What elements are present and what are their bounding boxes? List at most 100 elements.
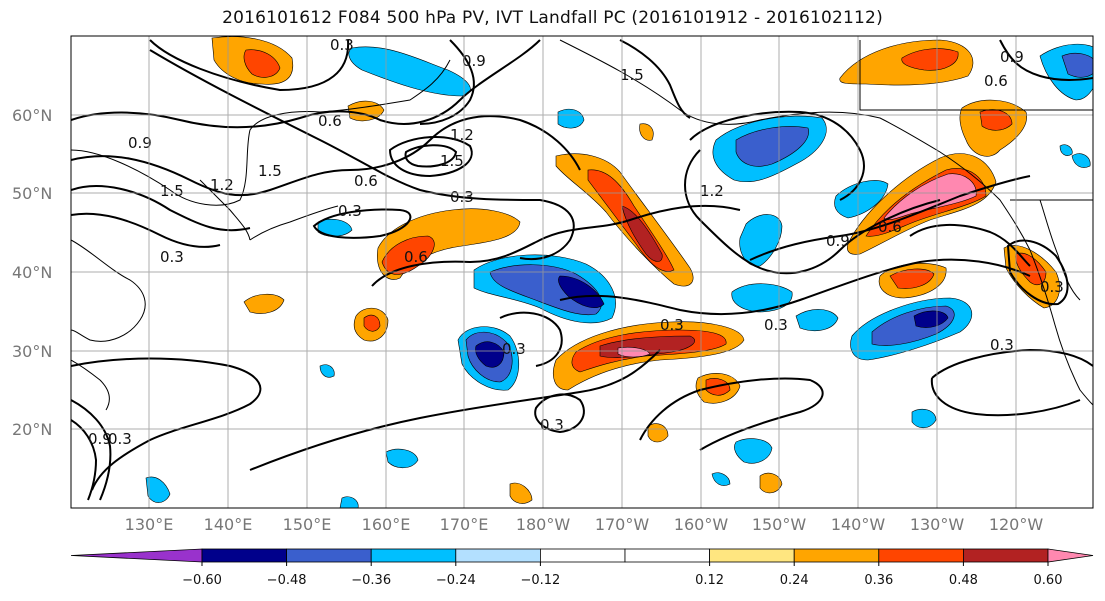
colorbar-label: 0.60 [1034,573,1063,588]
negative-anomaly-region [557,108,585,129]
colorbar-segment [70,548,203,563]
coastlines [71,39,1093,411]
contour-label: 0.6 [354,172,378,190]
contour-label: 0.3 [1040,278,1064,296]
positive-anomaly-region [381,235,435,275]
shaded-anomalies [145,36,1093,508]
contour-label: 1.5 [620,66,644,84]
map-frame [70,35,1094,509]
positive-anomaly-region [647,423,669,443]
negative-anomaly-region [911,408,937,429]
negative-anomaly-region [734,438,773,464]
negative-anomaly-region [489,264,602,316]
lon-label: 160°W [674,515,729,534]
contour-label: 0.9 [826,232,850,250]
contour-lines [71,39,1093,501]
contour-label: 0.6 [404,248,428,266]
map-title: 2016101612 F084 500 hPa PV, IVT Landfall… [222,8,883,28]
negative-anomaly-region [913,310,949,328]
lat-label: 60°N [12,106,52,125]
negative-anomaly-region [319,364,335,378]
colorbar-label: −0.60 [182,573,222,588]
contour-label: 0.3 [502,340,526,358]
colorbar-segment [624,548,710,563]
positive-anomaly-region [639,123,654,141]
negative-anomaly-region [385,448,419,469]
lon-label: 120°W [989,515,1044,534]
contour-label: 0.3 [108,430,132,448]
colorbar: −0.60 −0.48 −0.36 −0.24 −0.12 0.12 0.24 … [70,548,1094,588]
colorbar-segment [878,548,964,563]
lon-label: 140°W [831,515,886,534]
lon-label: 140°E [204,515,253,534]
colorbar-label: 0.36 [864,573,893,588]
colorbar-ticks [201,562,1049,566]
positive-anomaly-region [759,472,783,494]
positive-anomaly-region [363,314,381,332]
colorbar-label: −0.36 [351,573,391,588]
lat-label: 20°N [12,420,52,439]
negative-anomaly-region [475,341,505,368]
negative-anomaly-region [735,126,809,167]
negative-anomaly-region [145,476,171,503]
contour-label: 1.2 [450,126,474,144]
contour-label: 1.5 [440,152,464,170]
positive-anomaly-region [243,293,285,314]
lon-label: 150°W [752,515,807,534]
colorbar-label: 0.12 [695,573,724,588]
map-panel: 0.3 0.9 1.5 0.6 1.2 1.5 0.9 1.5 1.2 1.5 … [12,35,1094,534]
contour-label: 1.2 [210,176,234,194]
positive-anomaly-region [901,48,959,71]
lat-label: 40°N [12,263,52,282]
negative-anomaly-region [339,496,359,508]
contour-label: 0.6 [878,218,902,236]
lon-label: 130°E [125,515,174,534]
lat-label: 30°N [12,342,52,361]
colorbar-segment [963,548,1049,563]
colorbar-label: −0.12 [520,573,560,588]
colorbar-label: −0.24 [436,573,476,588]
contour-label: 0.3 [338,202,362,220]
lon-label: 160°E [362,515,411,534]
colorbar-segment [540,548,626,563]
contour-label: 0.9 [1000,48,1024,66]
colorbar-segment [709,548,795,563]
contour-label: 0.3 [330,36,354,54]
positive-anomaly-region [889,268,935,289]
contour-label: 0.3 [990,336,1014,354]
lat-label: 50°N [12,184,52,203]
colorbar-segment [370,548,457,563]
contour-labels: 0.3 0.9 1.5 0.6 1.2 1.5 0.9 1.5 1.2 1.5 … [88,36,1064,448]
negative-anomaly-region [558,275,605,308]
contour-label: 0.9 [462,52,486,70]
negative-anomaly-region [711,472,731,486]
latitude-labels: 60°N 50°N 40°N 30°N 20°N [12,106,52,439]
colorbar-segments [70,548,1094,563]
positive-anomaly-region [509,482,533,504]
positive-anomaly-region [883,173,977,220]
colorbar-label: 0.48 [949,573,978,588]
colorbar-segment [1047,548,1094,563]
negative-anomaly-region [1059,144,1073,156]
contour-label: 0.6 [318,112,342,130]
colorbar-labels: −0.60 −0.48 −0.36 −0.24 −0.12 0.12 0.24 … [182,573,1062,588]
lon-label: 170°W [595,515,650,534]
contour-label: 0.6 [984,72,1008,90]
negative-anomaly-region [348,46,471,97]
contour-label: 0.9 [88,430,112,448]
negative-anomaly-region [795,309,839,331]
contour-label: 0.3 [540,416,564,434]
positive-anomaly-region [617,346,651,358]
contour-label: 0.3 [160,248,184,266]
graticule [71,36,1093,508]
contour-label: 0.3 [660,316,684,334]
positive-anomaly-region [1015,252,1047,285]
colorbar-segment [286,548,372,563]
contour-label: 0.3 [764,316,788,334]
colorbar-segment [793,548,880,563]
colorbar-label: 0.24 [780,573,809,588]
contour-label: 0.3 [450,188,474,206]
positive-anomaly-region [243,49,281,78]
longitude-labels: 130°E 140°E 150°E 160°E 170°E 180°W 170°… [125,515,1044,534]
lon-label: 130°W [910,515,965,534]
